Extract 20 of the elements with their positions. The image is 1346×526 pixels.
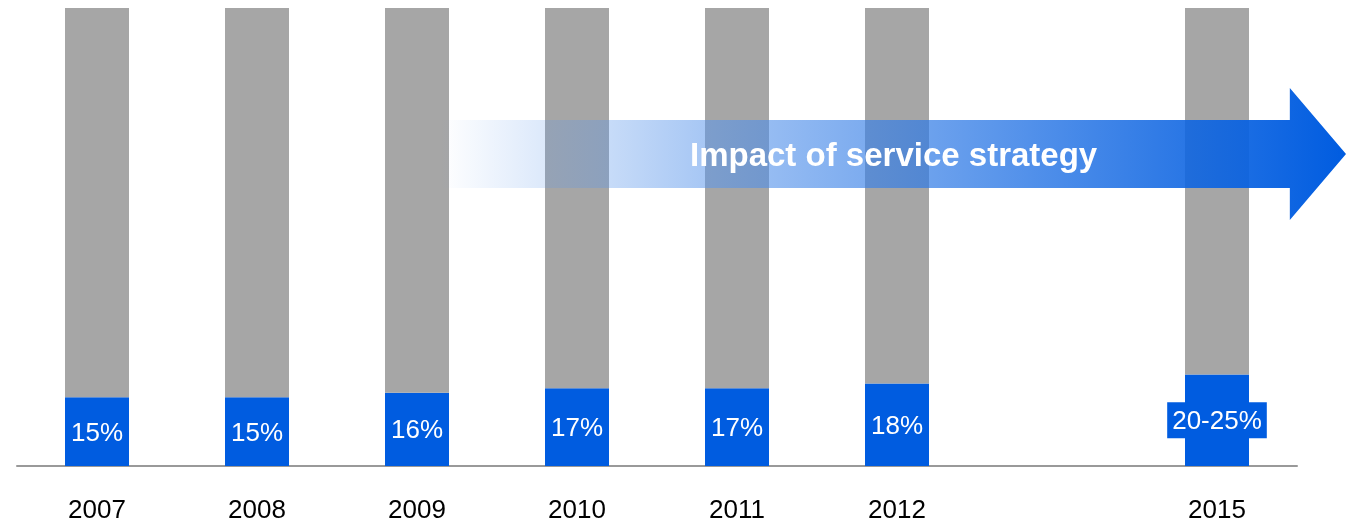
bar — [65, 8, 129, 398]
x-tick-label: 2010 — [548, 494, 606, 524]
x-tick-label: 2009 — [388, 494, 446, 524]
data-label: 17% — [710, 412, 764, 443]
x-tick-label: 2015 — [1188, 494, 1246, 524]
x-tick-label: 2012 — [868, 494, 926, 524]
data-label: 18% — [870, 409, 924, 440]
bar — [1185, 8, 1249, 375]
data-label: 15% — [230, 416, 284, 447]
data-label: 17% — [550, 412, 604, 443]
data-label: 20-25% — [1172, 405, 1262, 436]
bar — [385, 8, 449, 393]
data-label: 16% — [390, 414, 444, 445]
x-tick-label: 2007 — [68, 494, 126, 524]
data-label: 15% — [70, 416, 124, 447]
x-tick-label: 2008 — [228, 494, 286, 524]
annotation: Impact of service strategy — [690, 136, 1098, 174]
bar — [545, 8, 609, 389]
x-tick-label: 2011 — [709, 494, 765, 524]
bar — [225, 8, 289, 398]
